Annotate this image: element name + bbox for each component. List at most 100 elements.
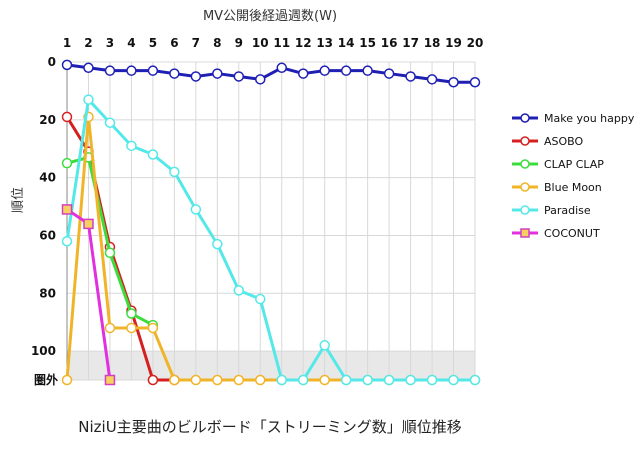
x-tick-label: 5 xyxy=(149,36,157,50)
x-tick-label: 20 xyxy=(467,36,484,50)
data-point xyxy=(126,308,137,319)
data-point xyxy=(83,62,94,74)
y-tick-label: 20 xyxy=(39,113,56,127)
data-point xyxy=(319,340,330,351)
grid xyxy=(66,61,476,381)
data-point xyxy=(190,71,202,82)
legend-item: ASOBO xyxy=(512,135,584,148)
x-ticks: 1 2 3 4 5 6 7 8 9 10 11 12 13 14 15 16 17 18 19 20 xyxy=(63,36,484,50)
data-point xyxy=(233,71,245,82)
series-paradise xyxy=(61,94,481,386)
data-point xyxy=(126,322,137,334)
legend-label: CLAP CLAP xyxy=(544,158,604,171)
x-tick-label: 8 xyxy=(213,36,221,50)
data-point xyxy=(255,74,266,85)
legend-item: CLAP CLAP xyxy=(512,158,604,171)
data-point xyxy=(340,65,352,76)
data-point xyxy=(212,68,223,79)
x-tick-label: 10 xyxy=(252,36,269,50)
data-point xyxy=(126,140,137,152)
data-point xyxy=(383,68,395,79)
y-tick-label: 60 xyxy=(39,228,56,242)
data-point xyxy=(319,65,330,76)
legend-item: Blue Moon xyxy=(512,181,602,194)
data-point xyxy=(104,247,116,259)
data-point xyxy=(276,62,287,74)
data-point xyxy=(212,238,223,250)
y-tick-label: 80 xyxy=(39,286,56,300)
data-point xyxy=(147,322,159,334)
data-point xyxy=(169,374,180,386)
x-tick-label: 7 xyxy=(192,36,200,50)
x-tick-label: 6 xyxy=(170,36,178,50)
data-point xyxy=(233,374,245,386)
x-tick-label: 13 xyxy=(316,36,333,50)
data-point xyxy=(448,374,459,386)
series-coconut xyxy=(61,204,116,386)
data-point xyxy=(169,68,180,79)
data-point xyxy=(362,374,373,386)
data-point xyxy=(233,285,245,296)
y-ticks: 0 20 40 60 80 100 圏外 xyxy=(31,55,58,387)
x-tick-label: 12 xyxy=(295,36,312,50)
data-point xyxy=(190,374,202,386)
legend-swatch-marker xyxy=(520,228,530,238)
legend-swatch-marker xyxy=(520,205,530,215)
legend-label: Blue Moon xyxy=(544,181,602,194)
legend-item: Make you happy xyxy=(512,112,635,125)
x-tick-label: 16 xyxy=(381,36,398,50)
x-tick-label: 18 xyxy=(424,36,441,50)
data-point xyxy=(405,71,416,82)
data-point xyxy=(104,65,116,76)
y-tick-out-label: 圏外 xyxy=(34,372,58,387)
y-tick-label: 100 xyxy=(31,344,56,358)
x-tick-label: 17 xyxy=(402,36,419,50)
data-point xyxy=(276,374,287,386)
y-tick-label: 0 xyxy=(48,55,56,69)
x-tick-label: 19 xyxy=(445,36,462,50)
data-point xyxy=(469,374,481,386)
data-point xyxy=(169,166,180,178)
legend-label: COCONUT xyxy=(544,227,600,240)
data-point xyxy=(426,374,438,386)
x-axis-title: MV公開後経過週数(W) xyxy=(203,9,337,24)
data-point xyxy=(190,204,202,215)
data-point xyxy=(61,111,73,123)
x-tick-label: 1 xyxy=(63,36,71,50)
data-point xyxy=(448,76,459,88)
data-point xyxy=(61,374,73,386)
data-point xyxy=(104,374,116,386)
data-point xyxy=(255,293,266,305)
data-point xyxy=(297,68,309,79)
legend-swatch-marker xyxy=(520,182,530,192)
legend-label: Make you happy xyxy=(544,112,635,125)
legend-item: COCONUT xyxy=(512,227,600,240)
data-point xyxy=(340,374,352,386)
legend: Make you happy ASOBO CLAP CLAP Blue Moon Par… xyxy=(512,112,635,240)
data-point xyxy=(61,235,73,247)
legend-swatch-marker xyxy=(520,136,530,146)
data-point xyxy=(61,59,73,71)
x-tick-label: 15 xyxy=(359,36,376,50)
legend-label: Paradise xyxy=(544,204,591,217)
data-point xyxy=(383,374,395,386)
data-point xyxy=(405,374,416,386)
data-point xyxy=(104,117,116,128)
x-tick-label: 11 xyxy=(273,36,290,50)
data-point xyxy=(319,374,330,386)
x-tick-label: 9 xyxy=(235,36,243,50)
x-tick-label: 14 xyxy=(338,36,355,50)
data-point xyxy=(83,94,94,105)
data-point xyxy=(83,218,94,230)
data-point xyxy=(255,374,266,386)
series-layer xyxy=(61,59,481,386)
y-tick-label: 40 xyxy=(39,171,56,185)
data-point xyxy=(212,374,223,386)
data-point xyxy=(104,322,116,334)
data-point xyxy=(147,149,159,160)
series-line xyxy=(65,98,475,382)
data-point xyxy=(126,65,137,76)
x-tick-label: 2 xyxy=(84,36,92,50)
x-tick-label: 4 xyxy=(127,36,135,50)
